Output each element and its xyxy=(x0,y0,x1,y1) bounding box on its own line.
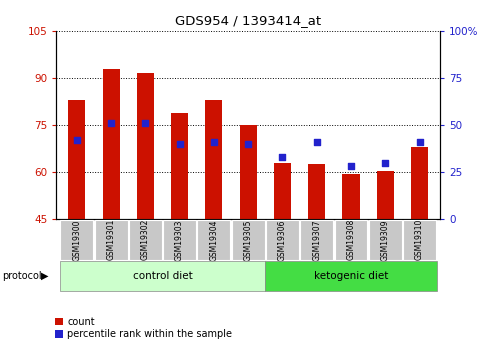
Point xyxy=(175,141,183,147)
Point xyxy=(107,120,115,126)
Bar xyxy=(137,73,154,219)
Text: control diet: control diet xyxy=(132,271,192,281)
Point xyxy=(209,139,217,145)
FancyBboxPatch shape xyxy=(368,220,401,260)
FancyBboxPatch shape xyxy=(265,220,298,260)
FancyBboxPatch shape xyxy=(300,220,332,260)
FancyBboxPatch shape xyxy=(231,220,264,260)
Text: GSM19300: GSM19300 xyxy=(72,219,81,260)
FancyBboxPatch shape xyxy=(402,220,435,260)
Text: protocol: protocol xyxy=(2,271,42,281)
Title: GDS954 / 1393414_at: GDS954 / 1393414_at xyxy=(175,14,321,27)
Text: ketogenic diet: ketogenic diet xyxy=(313,271,387,281)
FancyBboxPatch shape xyxy=(334,220,366,260)
Bar xyxy=(102,69,120,219)
Bar xyxy=(239,125,256,219)
Text: GSM19304: GSM19304 xyxy=(209,219,218,260)
Text: GSM19301: GSM19301 xyxy=(106,219,115,260)
Bar xyxy=(342,174,359,219)
Text: GSM19302: GSM19302 xyxy=(141,219,149,260)
Point xyxy=(381,160,388,166)
Legend: count, percentile rank within the sample: count, percentile rank within the sample xyxy=(54,316,233,340)
FancyBboxPatch shape xyxy=(60,220,93,260)
Point xyxy=(312,139,320,145)
Point xyxy=(244,141,252,147)
Bar xyxy=(205,100,222,219)
Text: GSM19309: GSM19309 xyxy=(380,219,389,260)
Point xyxy=(415,139,423,145)
Text: ▶: ▶ xyxy=(41,271,48,281)
Text: GSM19310: GSM19310 xyxy=(414,219,423,260)
Bar xyxy=(410,147,427,219)
FancyBboxPatch shape xyxy=(95,220,127,260)
Point xyxy=(278,154,286,160)
Text: GSM19307: GSM19307 xyxy=(311,219,321,260)
Point xyxy=(73,137,81,143)
Point xyxy=(141,120,149,126)
Text: GSM19305: GSM19305 xyxy=(243,219,252,260)
Point xyxy=(346,164,354,169)
FancyBboxPatch shape xyxy=(129,220,162,260)
FancyBboxPatch shape xyxy=(197,220,230,260)
Bar xyxy=(68,100,85,219)
Bar xyxy=(376,170,393,219)
Bar xyxy=(307,164,325,219)
Bar xyxy=(171,112,188,219)
Text: GSM19308: GSM19308 xyxy=(346,219,355,260)
Text: GSM19303: GSM19303 xyxy=(175,219,184,260)
Bar xyxy=(273,163,290,219)
FancyBboxPatch shape xyxy=(163,220,196,260)
Text: GSM19306: GSM19306 xyxy=(277,219,286,260)
FancyBboxPatch shape xyxy=(60,261,265,291)
FancyBboxPatch shape xyxy=(265,261,436,291)
